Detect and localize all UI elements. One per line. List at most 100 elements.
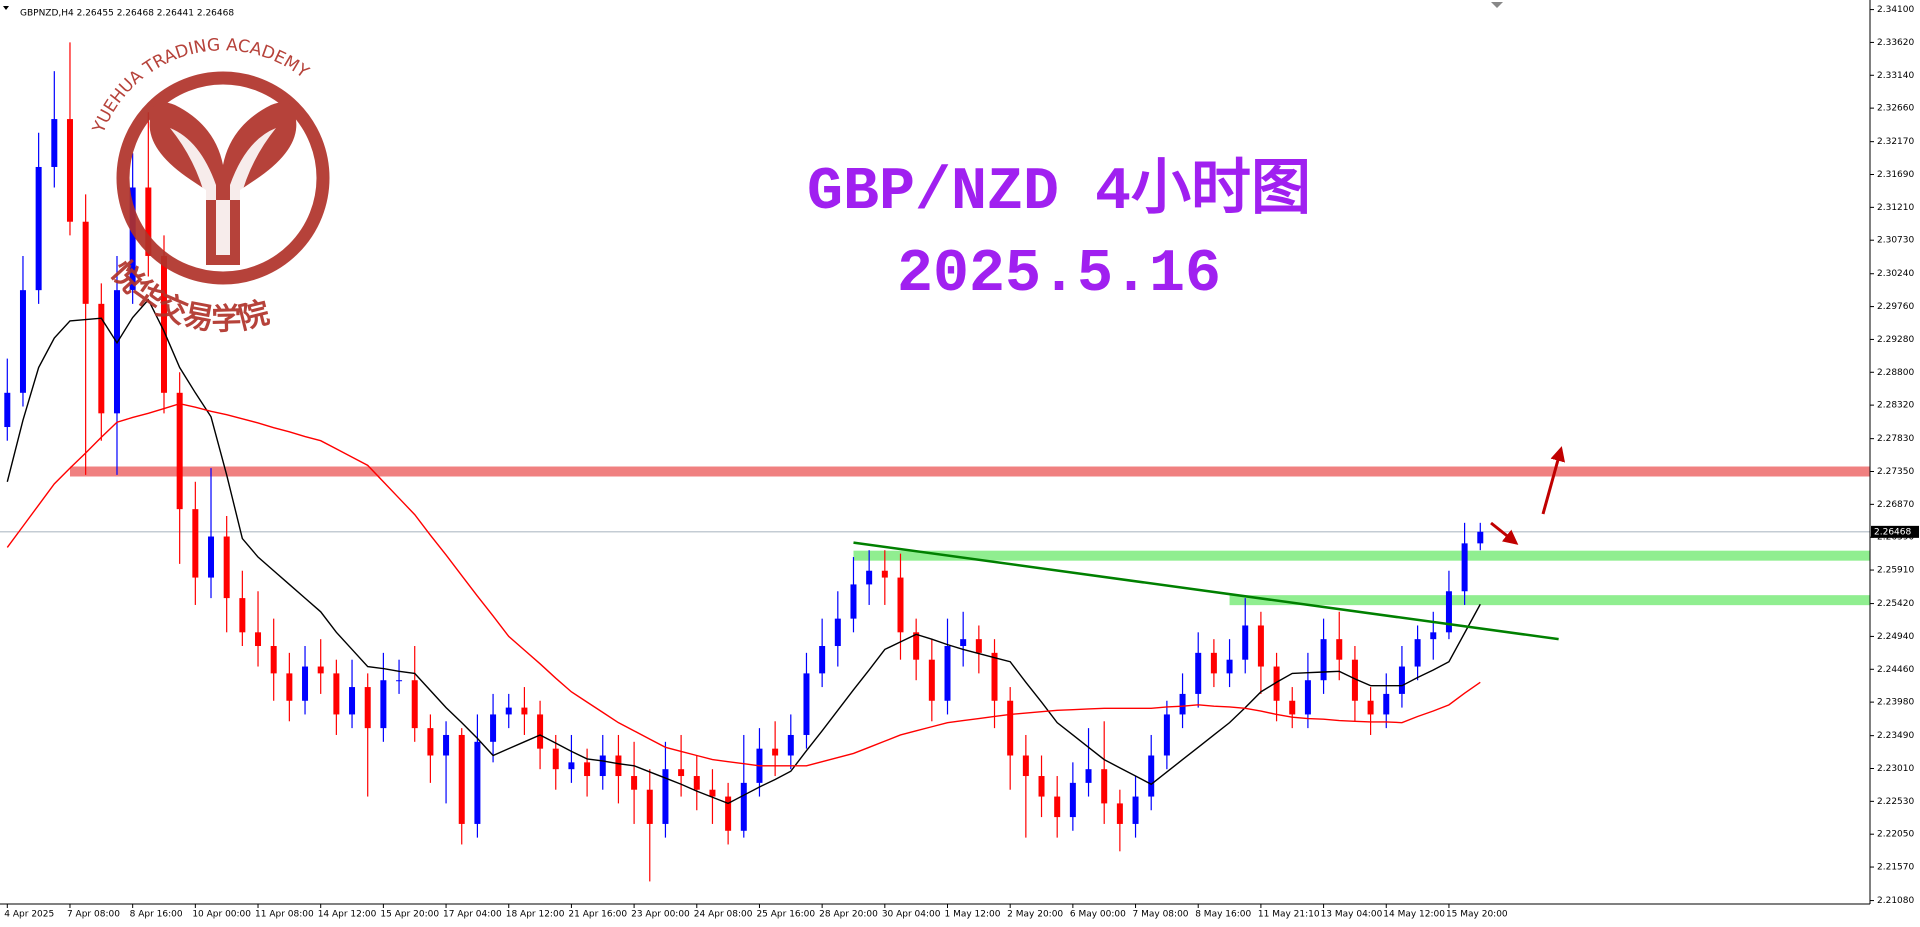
candle-body [537, 714, 544, 749]
ma-line [6, 298, 1481, 805]
y-tick-label: 2.28320 [1877, 401, 1914, 411]
candle-body [881, 570, 888, 578]
candle-body [1069, 782, 1076, 818]
level-zone [1229, 595, 1870, 606]
candle-body [631, 776, 638, 790]
candle-body [333, 673, 340, 715]
candle-body [349, 687, 356, 715]
candle-body [113, 290, 120, 414]
y-tick-label: 2.21570 [1877, 863, 1914, 873]
candle-body [1273, 666, 1280, 701]
candle-body [19, 290, 26, 393]
candle-body [270, 646, 277, 674]
y-tick-label: 2.22530 [1877, 797, 1914, 807]
candle-body [646, 789, 653, 824]
candle-body [176, 392, 183, 510]
y-tick-label: 2.28800 [1877, 368, 1914, 378]
y-tick-label: 2.23490 [1877, 731, 1914, 741]
logo-inner [170, 128, 276, 255]
candle-body [615, 755, 622, 777]
candle-body [819, 646, 826, 674]
x-tick-label: 11 May 21:10 [1258, 910, 1320, 920]
x-tick-label: 28 Apr 20:00 [819, 910, 878, 920]
candle-body [474, 741, 481, 824]
x-tick-label: 14 May 12:00 [1383, 910, 1445, 920]
candle-body [1445, 591, 1452, 633]
shift-marker [1491, 2, 1503, 8]
candle-body [1242, 625, 1249, 660]
candle-body [850, 584, 857, 619]
candle-body [662, 769, 669, 824]
candle-body [161, 255, 167, 393]
candle-body [1367, 700, 1374, 715]
level-zone [69, 466, 1871, 477]
y-tick-label: 2.23980 [1877, 698, 1914, 708]
candle-body [458, 734, 465, 824]
candle-body [975, 639, 982, 653]
x-tick-label: 1 May 12:00 [945, 910, 1001, 920]
candle-body [1414, 639, 1421, 667]
candle-body [411, 680, 418, 729]
arrow-down [1490, 521, 1519, 545]
x-tick-label: 15 May 20:00 [1446, 910, 1508, 920]
x-tick-label: 15 Apr 20:00 [380, 910, 439, 920]
x-tick-label: 4 Apr 2025 [4, 910, 54, 920]
candle-body [223, 536, 230, 599]
candle-body [208, 536, 215, 578]
x-tick-label: 13 May 04:00 [1321, 910, 1383, 920]
candle-body [1195, 652, 1202, 694]
candle-body [1022, 755, 1029, 777]
candle-body [1226, 659, 1233, 674]
candle-body [1163, 714, 1170, 756]
candle-body [82, 221, 89, 304]
y-tick-label: 2.30240 [1877, 269, 1914, 279]
candle-body [897, 577, 904, 633]
candle-body [302, 666, 309, 701]
y-tick-label: 2.22050 [1877, 830, 1914, 840]
candle-body [678, 769, 685, 777]
candle-body [599, 755, 606, 777]
plot-area [0, 42, 1871, 882]
candle-body [286, 673, 293, 701]
x-tick-label: 10 Apr 00:00 [192, 910, 251, 920]
y-tick-label: 2.29280 [1877, 335, 1914, 345]
candle-body [51, 119, 58, 167]
y-tick-label: 2.21080 [1877, 896, 1914, 906]
x-tick-label: 7 May 08:00 [1133, 910, 1189, 920]
candle-body [991, 652, 998, 701]
y-tick-label: 2.25910 [1877, 566, 1914, 576]
candle-body [787, 734, 794, 756]
candle-body [568, 762, 575, 770]
candle-body [834, 618, 841, 647]
trendline [853, 541, 1559, 641]
candle-body [239, 598, 246, 633]
y-tick-label: 2.31210 [1877, 203, 1914, 213]
candle-body [66, 119, 73, 222]
candle-body [772, 748, 779, 756]
y-tick-label: 2.30730 [1877, 236, 1914, 246]
x-tick-label: 30 Apr 04:00 [882, 910, 941, 920]
y-tick-label: 2.34100 [1877, 5, 1914, 15]
candle-body [944, 646, 951, 701]
candle-body [693, 776, 700, 790]
candle-body [1289, 700, 1296, 715]
candle-body [98, 303, 105, 414]
candle-body [317, 666, 324, 674]
candle-body [443, 734, 450, 756]
candle-body [584, 762, 591, 777]
x-tick-label: 25 Apr 16:00 [756, 910, 815, 920]
candle-body [1116, 803, 1123, 824]
arrow-up [1541, 446, 1566, 515]
candle-body [1038, 776, 1045, 797]
chart-subtitle: 2025.5.16 [897, 241, 1221, 309]
menu-arrow [3, 6, 9, 10]
candle-body [35, 166, 42, 291]
x-tick-label: 6 May 00:00 [1070, 910, 1126, 920]
candle-body [129, 187, 136, 291]
candle-body [709, 789, 716, 797]
candle-body [1007, 700, 1014, 756]
x-tick-label: 17 Apr 04:00 [443, 910, 502, 920]
candle-body [1210, 652, 1217, 674]
